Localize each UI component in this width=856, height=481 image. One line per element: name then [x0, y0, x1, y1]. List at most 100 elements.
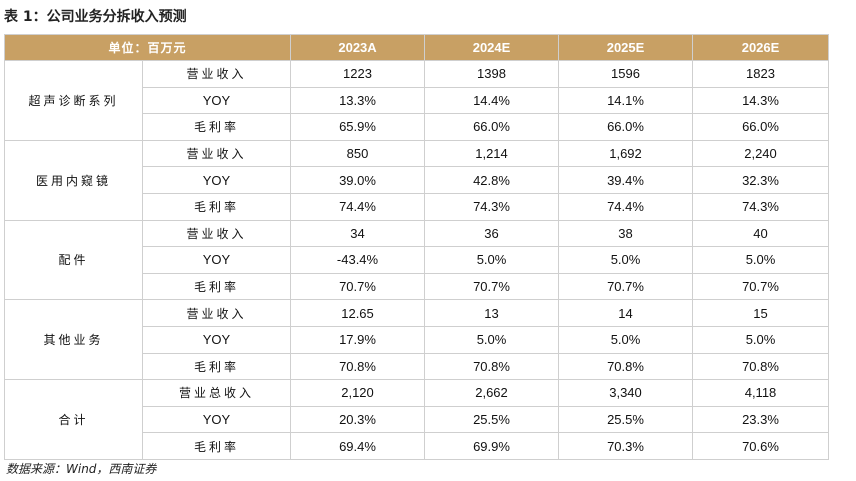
header-row: 单位：百万元 2023A 2024E 2025E 2026E [3, 34, 830, 61]
value-cell: 1,214 [424, 139, 560, 168]
value-cell: 2,662 [424, 379, 560, 407]
value-cell: 5.0% [558, 325, 694, 354]
value-cell: 39.4% [558, 166, 694, 194]
table-row: 毛利率 74.4% 74.3% 74.4% 74.3% [5, 192, 830, 221]
table-row: YOY 39.0% 42.8% 39.4% 32.3% [5, 166, 830, 194]
value-cell: 3,340 [558, 379, 694, 407]
value-cell: 14 [558, 299, 694, 327]
metric-label: 营业收入 [141, 299, 292, 327]
table-row: 配件 营业收入 34 36 38 40 [4, 219, 830, 301]
value-cell: 5.0% [692, 325, 830, 354]
value-cell: 5.0% [424, 246, 560, 274]
value-cell: 70.3% [558, 432, 694, 460]
value-cell: 2,120 [290, 379, 426, 407]
value-cell: 74.4% [558, 192, 694, 221]
value-cell: 74.3% [424, 192, 560, 221]
value-cell: 70.7% [290, 272, 426, 301]
segment-label: 其他业务 [4, 299, 143, 381]
table-row: YOY 13.3% 14.4% 14.1% 14.3% [5, 86, 830, 115]
value-cell: 14.3% [692, 86, 830, 115]
value-cell: 70.8% [558, 352, 694, 381]
value-cell: 25.5% [424, 405, 560, 434]
value-cell: 13.3% [290, 86, 426, 115]
table-row: 超声诊断系列 营业收入 1223 1398 1596 1823 [4, 60, 830, 141]
table-row: 合计 营业总收入 2,120 2,662 3,340 4,118 [4, 379, 830, 460]
metric-label: 营业收入 [141, 219, 292, 248]
value-cell: 70.7% [424, 272, 560, 301]
value-cell: 25.5% [558, 405, 694, 434]
year-header: 2024E [424, 34, 560, 61]
value-cell: 66.0% [424, 113, 560, 141]
value-cell: 12.65 [290, 299, 426, 327]
metric-label: 毛利率 [141, 192, 292, 221]
value-cell: 69.4% [290, 432, 426, 460]
metric-label: YOY [141, 86, 292, 115]
value-cell: 70.8% [692, 352, 830, 381]
table-row: YOY 20.3% 25.5% 25.5% 23.3% [5, 405, 830, 434]
metric-label: YOY [141, 166, 292, 194]
value-cell: 1596 [558, 60, 694, 88]
revenue-forecast-table: 单位：百万元 2023A 2024E 2025E 2026E 超声诊断系列 营业… [3, 34, 830, 460]
table-row: 其他业务 营业收入 12.65 13 14 15 [4, 299, 830, 381]
value-cell: 20.3% [290, 405, 426, 434]
value-cell: 1398 [424, 60, 560, 88]
table-title: 表 1：公司业务分拆收入预测 [4, 9, 187, 25]
metric-label: 毛利率 [141, 113, 292, 141]
value-cell: 17.9% [290, 325, 426, 354]
value-cell: 74.3% [692, 192, 830, 221]
value-cell: 70.6% [692, 432, 830, 460]
value-cell: 1,692 [558, 139, 694, 168]
value-cell: 5.0% [558, 246, 694, 274]
value-cell: 5.0% [692, 246, 830, 274]
year-header: 2026E [692, 34, 830, 61]
value-cell: 32.3% [692, 166, 830, 194]
value-cell: 66.0% [558, 113, 694, 141]
metric-label: 毛利率 [141, 432, 292, 460]
year-header: 2025E [558, 34, 694, 61]
value-cell: 70.7% [558, 272, 694, 301]
metric-label: YOY [141, 405, 292, 434]
value-cell: 40 [692, 219, 830, 248]
value-cell: 14.4% [424, 86, 560, 115]
metric-label: 营业收入 [141, 139, 292, 168]
table-row: 毛利率 65.9% 66.0% 66.0% 66.0% [5, 113, 830, 141]
value-cell: 23.3% [692, 405, 830, 434]
value-cell: 70.8% [290, 352, 426, 381]
unit-header: 单位：百万元 [3, 34, 292, 61]
table-row: 医用内窥镜 营业收入 850 1,214 1,692 2,240 [4, 139, 830, 221]
segment-label: 配件 [4, 219, 143, 301]
value-cell: 39.0% [290, 166, 426, 194]
value-cell: 38 [558, 219, 694, 248]
value-cell: 69.9% [424, 432, 560, 460]
value-cell: 13 [424, 299, 560, 327]
value-cell: 5.0% [424, 325, 560, 354]
year-header: 2023A [290, 34, 426, 61]
metric-label: 营业总收入 [141, 379, 292, 407]
value-cell: 42.8% [424, 166, 560, 194]
value-cell: 4,118 [692, 379, 830, 407]
value-cell: 70.7% [692, 272, 830, 301]
source-note: 数据来源：Wind，西南证券 [6, 462, 157, 476]
value-cell: 65.9% [290, 113, 426, 141]
value-cell: 34 [290, 219, 426, 248]
segment-label: 超声诊断系列 [4, 60, 143, 141]
value-cell: 66.0% [692, 113, 830, 141]
metric-label: 营业收入 [141, 60, 292, 88]
value-cell: 15 [692, 299, 830, 327]
value-cell: 70.8% [424, 352, 560, 381]
segment-label: 合计 [4, 379, 143, 460]
segment-label: 医用内窥镜 [4, 139, 143, 221]
value-cell: 14.1% [558, 86, 694, 115]
metric-label: 毛利率 [141, 272, 292, 301]
value-cell: 1223 [290, 60, 426, 88]
value-cell: 2,240 [692, 139, 830, 168]
value-cell: 74.4% [290, 192, 426, 221]
value-cell: -43.4% [290, 246, 426, 274]
value-cell: 850 [290, 139, 426, 168]
metric-label: YOY [141, 246, 292, 274]
table-row: YOY -43.4% 5.0% 5.0% 5.0% [5, 246, 830, 274]
table-row: 毛利率 70.7% 70.7% 70.7% 70.7% [5, 272, 830, 301]
metric-label: YOY [141, 325, 292, 354]
value-cell: 36 [424, 219, 560, 248]
value-cell: 1823 [692, 60, 830, 88]
